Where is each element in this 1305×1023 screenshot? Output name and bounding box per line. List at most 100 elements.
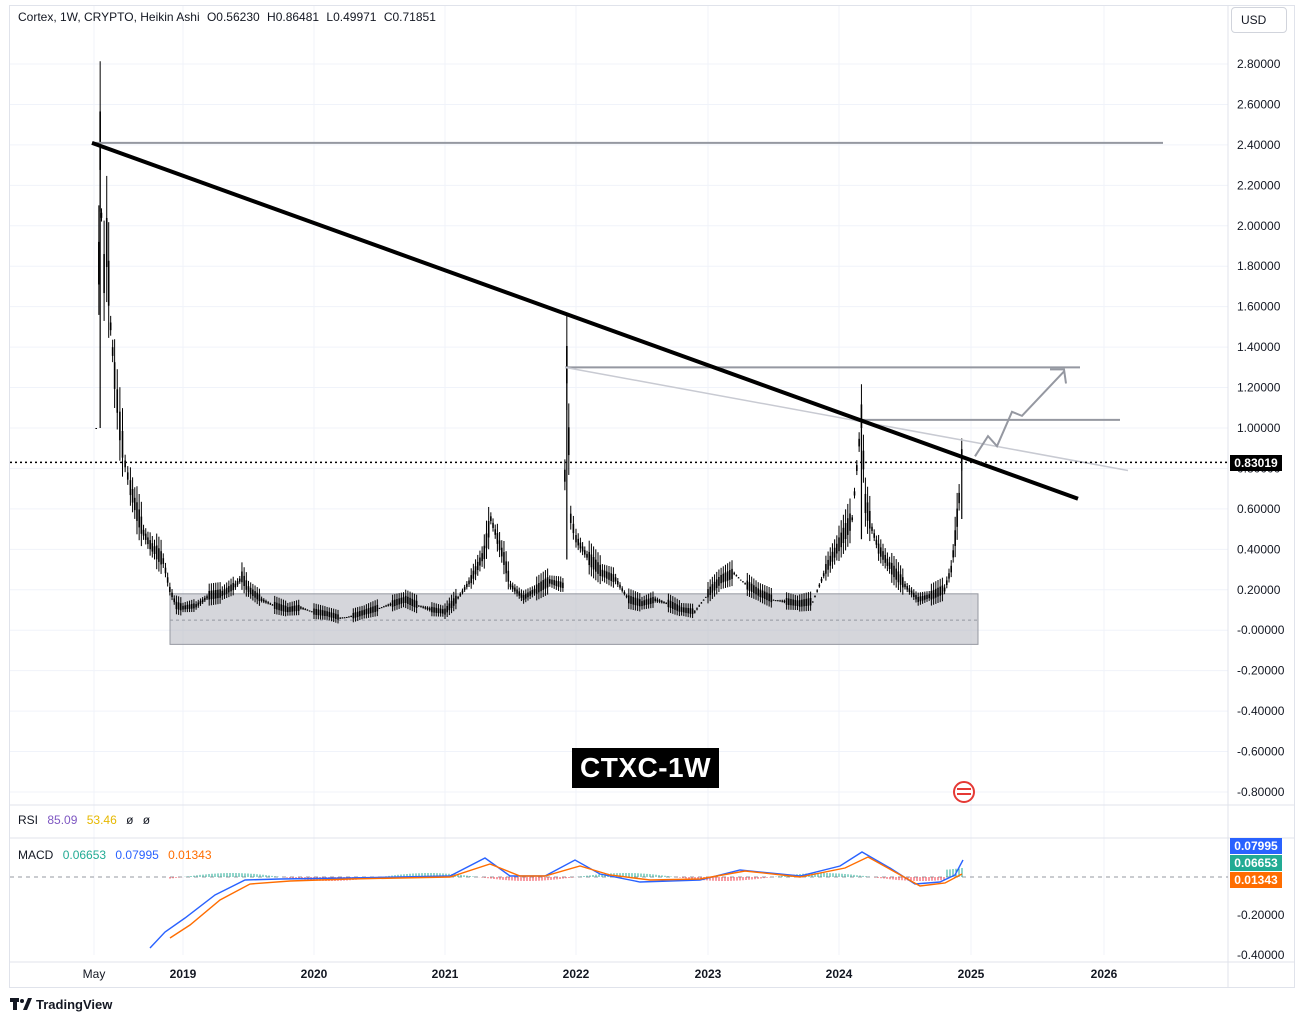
price-candle-body <box>946 580 948 586</box>
price-candle-body <box>691 608 694 615</box>
price-candle-body <box>302 608 304 610</box>
price-candle-body <box>184 605 186 610</box>
price-candle-body <box>603 570 606 578</box>
price-candle-body <box>680 607 683 613</box>
price-candle-body <box>842 527 845 544</box>
price-candle-body <box>608 572 610 580</box>
price-candle-body <box>300 607 302 609</box>
price-candle-body <box>676 604 678 611</box>
price-candle-body <box>182 605 184 610</box>
price-candle-body <box>437 608 440 614</box>
price-candle-body <box>328 611 331 617</box>
price-candle-body <box>332 613 335 619</box>
price-candle-body <box>463 587 466 590</box>
price-candle-body <box>151 543 154 552</box>
price-candle-body <box>485 533 488 549</box>
price-candle-body <box>348 616 350 618</box>
price-candle-body <box>917 596 919 603</box>
price-candle-body <box>247 586 250 593</box>
macd-line <box>149 851 964 949</box>
price-candle-body <box>511 585 514 590</box>
price-candle-body <box>831 551 834 562</box>
price-candle-body <box>100 212 103 218</box>
price-candle-body <box>245 580 248 590</box>
price-candle-body <box>424 607 427 609</box>
price-candle-body <box>195 604 197 608</box>
price-candle-body <box>113 362 116 389</box>
price-candle-body <box>661 601 663 603</box>
price-candle-body <box>374 605 376 613</box>
price-candle-body <box>105 217 108 268</box>
price-candle-body <box>542 580 545 590</box>
price-candle-body <box>768 593 770 602</box>
x-tick-label: 2019 <box>170 967 197 981</box>
price-candle-body <box>816 590 818 592</box>
y-tick-label: -0.40000 <box>1237 704 1285 718</box>
price-candle-body <box>509 583 512 588</box>
price-candle-body <box>737 577 740 579</box>
price-candle-body <box>715 579 718 589</box>
currency-button[interactable]: USD <box>1231 7 1287 33</box>
price-candle-body <box>566 345 568 384</box>
price-candle-body <box>599 564 601 577</box>
price-candle-body <box>632 596 634 605</box>
price-candle-body <box>503 552 505 565</box>
price-candle-body <box>755 586 757 595</box>
price-candle-body <box>444 608 446 615</box>
price-candle-body <box>214 589 217 599</box>
price-candle-body <box>665 602 667 604</box>
price-candle-body <box>818 584 821 587</box>
price-candle-body <box>418 605 420 607</box>
price-candle-body <box>663 601 665 604</box>
price-candle-body <box>581 546 584 552</box>
price-candle-body <box>273 601 276 609</box>
price-candle-body <box>269 603 272 605</box>
price-candle-body <box>363 609 366 615</box>
price-candle-body <box>915 595 917 600</box>
price-candle-body <box>396 598 398 606</box>
support-zone-rectangle <box>169 593 979 645</box>
price-candle-body <box>774 600 777 602</box>
price-candle-body <box>455 595 457 604</box>
price-candle-body <box>212 590 215 599</box>
footer-brand[interactable]: TradingView <box>10 997 112 1012</box>
ohlc-open: O0.56230 <box>206 10 260 24</box>
price-candle-body <box>904 583 906 588</box>
price-candle-body <box>204 597 206 601</box>
price-candle-body <box>109 322 112 331</box>
price-candle-body <box>559 581 562 588</box>
price-candle-body <box>524 593 527 599</box>
price-candle-body <box>906 586 908 590</box>
price-candle-body <box>431 606 433 613</box>
price-candle-body <box>496 533 499 544</box>
price-candle-body <box>783 600 786 603</box>
price-candle-body <box>352 612 355 619</box>
price-candle-body <box>794 599 797 606</box>
price-candle-body <box>538 583 540 593</box>
rsi-legend: RSI 85.09 53.46 ø ø <box>18 813 156 827</box>
price-candle-body <box>415 600 418 609</box>
price-candle-body <box>99 111 101 170</box>
price-candle-body <box>687 607 689 614</box>
macd-line-value: 0.07995 <box>115 848 159 862</box>
ohlc-close: C0.71851 <box>383 10 436 24</box>
price-candle-body <box>461 590 464 593</box>
price-candle-body <box>711 584 714 593</box>
y-tick-label: 2.60000 <box>1237 97 1281 111</box>
price-candle-body <box>428 608 431 611</box>
price-candle-body <box>720 574 722 584</box>
price-candle-body <box>937 587 939 597</box>
price-candle-body <box>265 601 267 603</box>
price-candle-body <box>193 603 195 609</box>
price-candle-body <box>400 597 403 604</box>
macd-legend: MACD 0.06653 0.07995 0.01343 <box>18 848 218 862</box>
price-candle-body <box>798 600 801 607</box>
price-candle-body <box>126 472 129 480</box>
price-candle-body <box>466 583 468 588</box>
price-candle-body <box>354 612 357 618</box>
price-candle-body <box>282 605 285 612</box>
price-candle-body <box>306 609 309 611</box>
price-candle-body <box>107 260 110 306</box>
price-candle-body <box>869 510 871 529</box>
